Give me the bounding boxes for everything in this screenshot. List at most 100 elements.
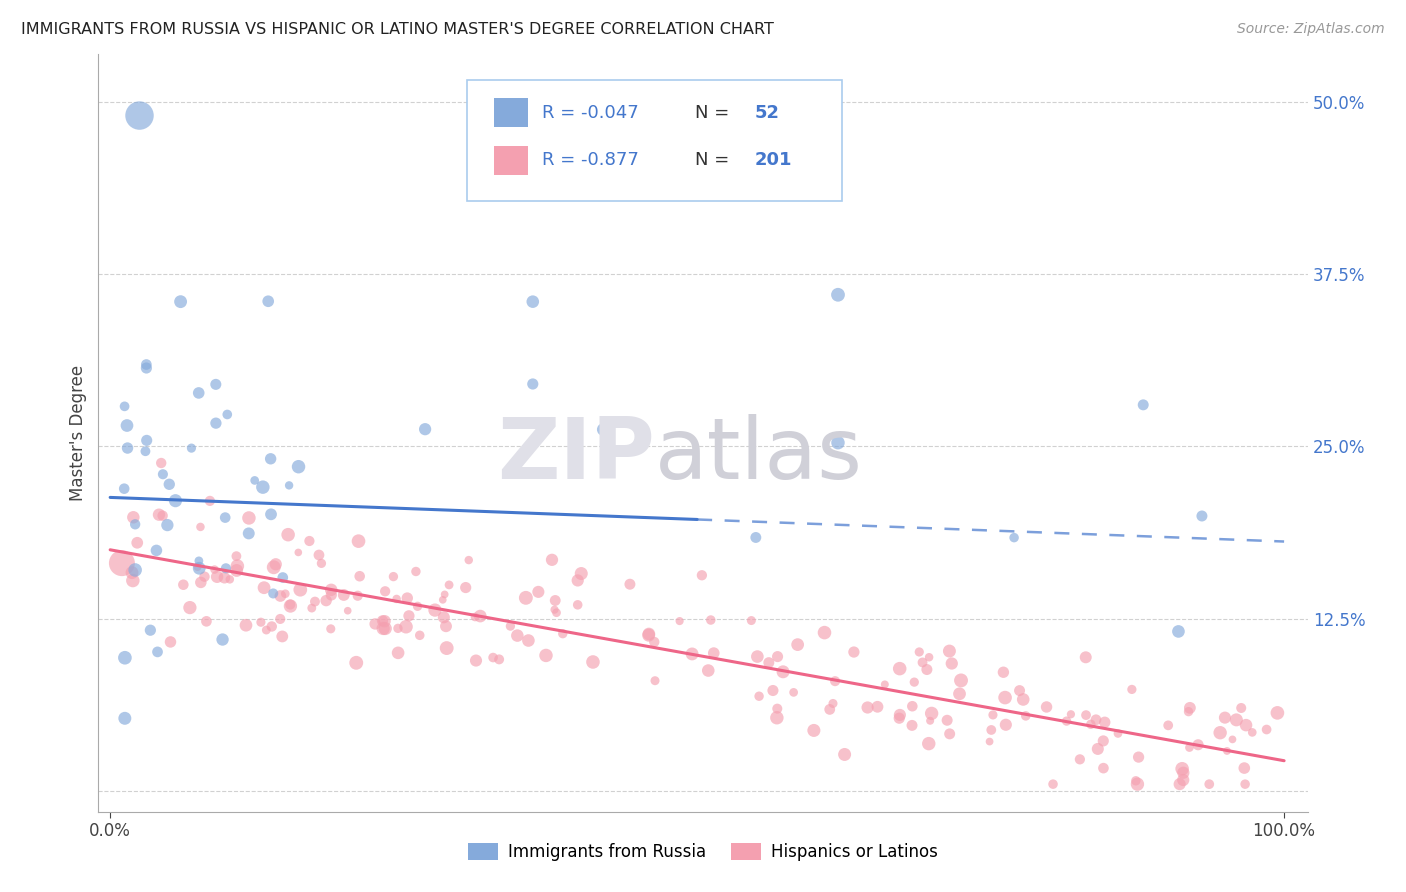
Point [1171, 762, 1194, 776]
Point [271, 630, 294, 644]
Point [766, 649, 789, 664]
Point [482, 650, 505, 665]
Point [1234, 777, 1257, 791]
Point [889, 707, 911, 722]
Point [1092, 734, 1115, 748]
Point [569, 566, 592, 581]
Point [114, 400, 136, 414]
Point [1042, 777, 1064, 791]
Point [121, 574, 143, 588]
Point [908, 645, 931, 659]
Point [1128, 750, 1150, 764]
Point [1121, 682, 1143, 697]
Point [1002, 531, 1025, 545]
Point [195, 615, 218, 629]
Point [263, 560, 285, 574]
Point [1094, 715, 1116, 730]
Point [235, 618, 257, 632]
Point [921, 706, 943, 721]
Point [1157, 718, 1180, 732]
Point [278, 598, 301, 612]
Point [1191, 508, 1213, 523]
Point [918, 650, 941, 665]
Point [703, 646, 725, 660]
Point [515, 591, 537, 605]
Point [308, 548, 330, 562]
Point [1173, 765, 1195, 780]
Point [364, 616, 387, 631]
Point [638, 627, 661, 641]
Point [856, 700, 879, 714]
Point [681, 647, 703, 661]
FancyBboxPatch shape [494, 98, 527, 127]
Point [398, 608, 420, 623]
Point [1035, 700, 1057, 714]
Point [915, 663, 938, 677]
Point [748, 690, 770, 704]
Point [758, 656, 780, 670]
Point [522, 376, 544, 391]
Point [271, 570, 294, 584]
Point [697, 664, 720, 678]
Point [1074, 650, 1097, 665]
Point [938, 727, 960, 741]
Point [385, 591, 408, 606]
Point [135, 434, 157, 448]
Point [395, 620, 418, 634]
Point [1225, 713, 1247, 727]
Point [434, 619, 457, 633]
Point [1126, 777, 1149, 791]
Point [948, 687, 970, 701]
Point [432, 592, 454, 607]
Point [260, 619, 283, 633]
Point [257, 294, 280, 309]
Point [1230, 701, 1253, 715]
Point [517, 633, 540, 648]
Point [901, 718, 924, 732]
Text: R = -0.877: R = -0.877 [543, 152, 640, 169]
Point [457, 553, 479, 567]
Point [190, 520, 212, 534]
Point [301, 601, 323, 615]
Point [941, 657, 963, 671]
Point [834, 747, 856, 762]
Point [278, 478, 301, 492]
Point [374, 622, 396, 636]
Point [433, 587, 456, 601]
Point [762, 683, 785, 698]
Point [152, 508, 174, 523]
Point [938, 644, 960, 658]
Point [889, 711, 911, 725]
Point [527, 585, 550, 599]
Point [152, 467, 174, 482]
Text: R = -0.047: R = -0.047 [543, 103, 638, 121]
Point [866, 699, 889, 714]
Point [190, 575, 212, 590]
Point [1092, 761, 1115, 775]
Point [918, 737, 941, 751]
Point [1233, 761, 1256, 775]
Point [437, 578, 460, 592]
Point [128, 109, 150, 123]
Point [740, 614, 762, 628]
Point [304, 594, 326, 608]
Point [1216, 744, 1239, 758]
Point [541, 553, 564, 567]
Point [225, 564, 247, 578]
Point [188, 561, 211, 575]
Point [433, 610, 456, 624]
Point [700, 613, 723, 627]
Point [115, 418, 138, 433]
Point [1085, 713, 1108, 727]
Point [546, 606, 568, 620]
Point [159, 635, 181, 649]
Point [873, 677, 896, 691]
Point [1012, 692, 1035, 706]
Point [747, 649, 769, 664]
Point [465, 654, 488, 668]
Point [315, 593, 337, 607]
Point [336, 604, 359, 618]
Point [1060, 707, 1083, 722]
Text: Source: ZipAtlas.com: Source: ZipAtlas.com [1237, 22, 1385, 37]
Point [290, 582, 312, 597]
